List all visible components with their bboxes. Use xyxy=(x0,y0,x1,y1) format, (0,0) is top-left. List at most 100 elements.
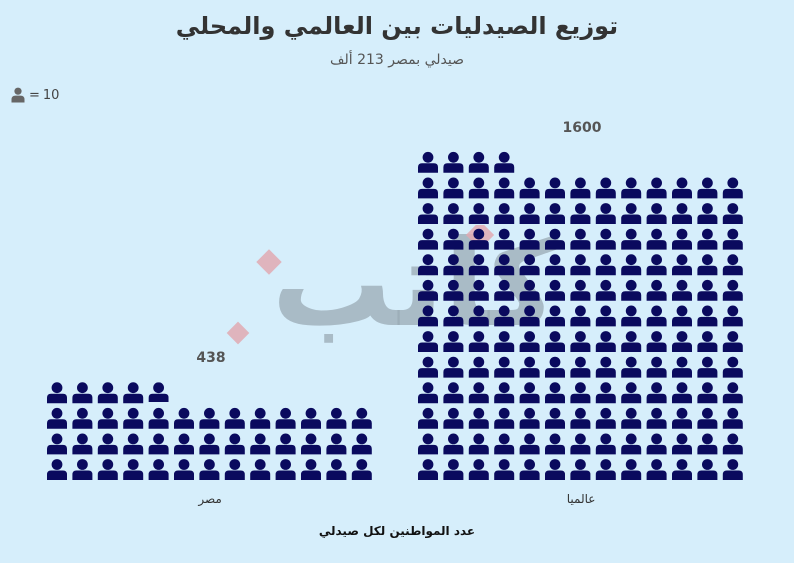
person-icon xyxy=(722,433,743,455)
person-icon xyxy=(519,459,540,480)
person-icon xyxy=(519,407,540,429)
person-icon xyxy=(468,433,489,455)
person-icon xyxy=(468,331,489,352)
person-icon xyxy=(722,331,743,352)
person-icon xyxy=(672,433,692,455)
person-icon xyxy=(351,407,372,429)
person-icon xyxy=(545,203,565,224)
person-icon xyxy=(468,203,489,224)
person-icon xyxy=(418,228,438,250)
person-icon xyxy=(443,228,464,250)
person-icon xyxy=(443,177,464,199)
person-icon xyxy=(621,331,642,352)
person-icon xyxy=(494,305,515,327)
person-icon xyxy=(443,151,464,173)
legend-equals: = xyxy=(29,87,40,103)
person-icon xyxy=(595,228,616,250)
person-icon xyxy=(621,433,642,455)
person-icon xyxy=(443,382,464,404)
person-icon xyxy=(250,407,271,429)
person-icon xyxy=(672,331,692,352)
person-icon xyxy=(224,433,245,455)
person-icon xyxy=(275,459,296,480)
person-icon xyxy=(494,177,515,199)
person-icon xyxy=(250,433,271,455)
person-icon xyxy=(672,382,692,404)
person-icon xyxy=(494,356,515,378)
person-icon xyxy=(468,279,489,301)
person-icon xyxy=(570,382,591,404)
person-icon xyxy=(697,382,718,404)
person-icon xyxy=(595,254,616,276)
person-icon xyxy=(595,331,616,352)
x-axis-title: عدد المواطنين لكل صيدلي xyxy=(318,524,476,538)
person-icon xyxy=(697,305,718,327)
person-icon xyxy=(275,433,296,455)
person-icon xyxy=(697,279,718,301)
chart-title: توزيع الصيدليات بين العالمي والمحلي xyxy=(175,12,619,40)
person-icon xyxy=(570,305,591,327)
person-icon xyxy=(519,254,540,276)
person-icon xyxy=(570,459,591,480)
person-icon xyxy=(519,177,540,199)
person-icon xyxy=(443,433,464,455)
person-icon xyxy=(443,305,464,327)
person-icon xyxy=(443,459,464,480)
person-icon xyxy=(418,151,438,173)
person-icon xyxy=(148,433,169,455)
person-icon xyxy=(519,279,540,301)
person-icon xyxy=(672,356,692,378)
person-icon xyxy=(646,177,667,199)
person-icon xyxy=(697,228,718,250)
person-icon xyxy=(570,433,591,455)
person-icon xyxy=(595,279,616,301)
person-icon xyxy=(646,407,667,429)
person-icon xyxy=(418,331,438,352)
person-icon xyxy=(545,433,565,455)
person-icon xyxy=(468,305,489,327)
person-icon xyxy=(494,203,515,224)
person-icon xyxy=(570,331,591,352)
person-icon xyxy=(519,433,540,455)
pictograph-group-1 xyxy=(47,382,372,480)
category-label: مصر xyxy=(197,492,221,507)
person-icon xyxy=(148,459,169,480)
person-icon xyxy=(443,356,464,378)
person-icon xyxy=(595,356,616,378)
category-label: عالميا xyxy=(567,492,596,506)
person-icon xyxy=(621,228,642,250)
person-icon xyxy=(418,254,438,276)
person-icon xyxy=(174,459,194,480)
person-icon xyxy=(519,228,540,250)
person-icon xyxy=(697,433,718,455)
person-icon xyxy=(494,459,515,480)
person-icon xyxy=(443,254,464,276)
person-icon xyxy=(418,356,438,378)
person-icon xyxy=(545,305,565,327)
person-icon xyxy=(494,279,515,301)
person-icon xyxy=(621,177,642,199)
person-icon xyxy=(47,459,67,480)
person-icon xyxy=(148,382,169,403)
person-icon xyxy=(570,356,591,378)
person-icon xyxy=(468,459,489,480)
person-icon xyxy=(621,279,642,301)
person-icon xyxy=(97,382,118,404)
person-icon xyxy=(519,382,540,404)
person-icon xyxy=(148,407,169,429)
person-icon xyxy=(545,459,565,480)
person-icon xyxy=(47,407,67,429)
person-icon xyxy=(697,407,718,429)
person-icon xyxy=(326,459,347,480)
person-icon xyxy=(545,407,565,429)
person-icon xyxy=(621,382,642,404)
person-icon xyxy=(519,203,540,224)
person-icon xyxy=(697,254,718,276)
person-icon xyxy=(722,459,743,480)
person-icon xyxy=(72,459,93,480)
person-icon xyxy=(672,407,692,429)
person-icon xyxy=(418,279,438,301)
legend: = 10 xyxy=(10,86,59,104)
person-icon xyxy=(418,407,438,429)
person-icon xyxy=(697,203,718,224)
